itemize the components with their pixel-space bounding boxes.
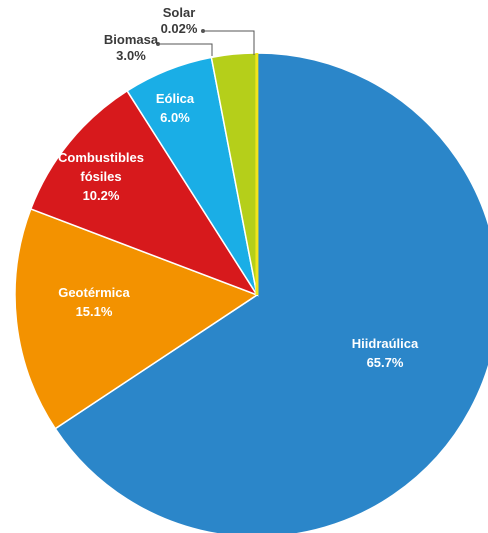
slice-combustibles-fosiles (29, 89, 259, 297)
label-geotermica: Geotérmica 15.1% (58, 285, 130, 319)
label-combustibles-fosiles: Combustibles fósiles 10.2% (58, 150, 144, 203)
slice-hiidraulica (54, 52, 488, 533)
pie-slices (14, 52, 488, 533)
leader-line-biomasa (158, 43, 213, 56)
leader-dot-biomasa (156, 42, 160, 46)
label-eolica: Eólica 6.0% (156, 91, 195, 125)
label-solar: Solar 0.02% (161, 5, 198, 36)
leader-dot-solar (201, 29, 205, 33)
leader-line-solar (203, 30, 255, 55)
label-hiidraulica: Hiidraúlica 65.7% (352, 336, 419, 370)
pie-labels: Hiidraúlica 65.7% Geotérmica 15.1% Combustib… (58, 5, 419, 370)
label-biomasa: Biomasa 3.0% (104, 32, 159, 63)
slice-geotermica (14, 208, 259, 430)
